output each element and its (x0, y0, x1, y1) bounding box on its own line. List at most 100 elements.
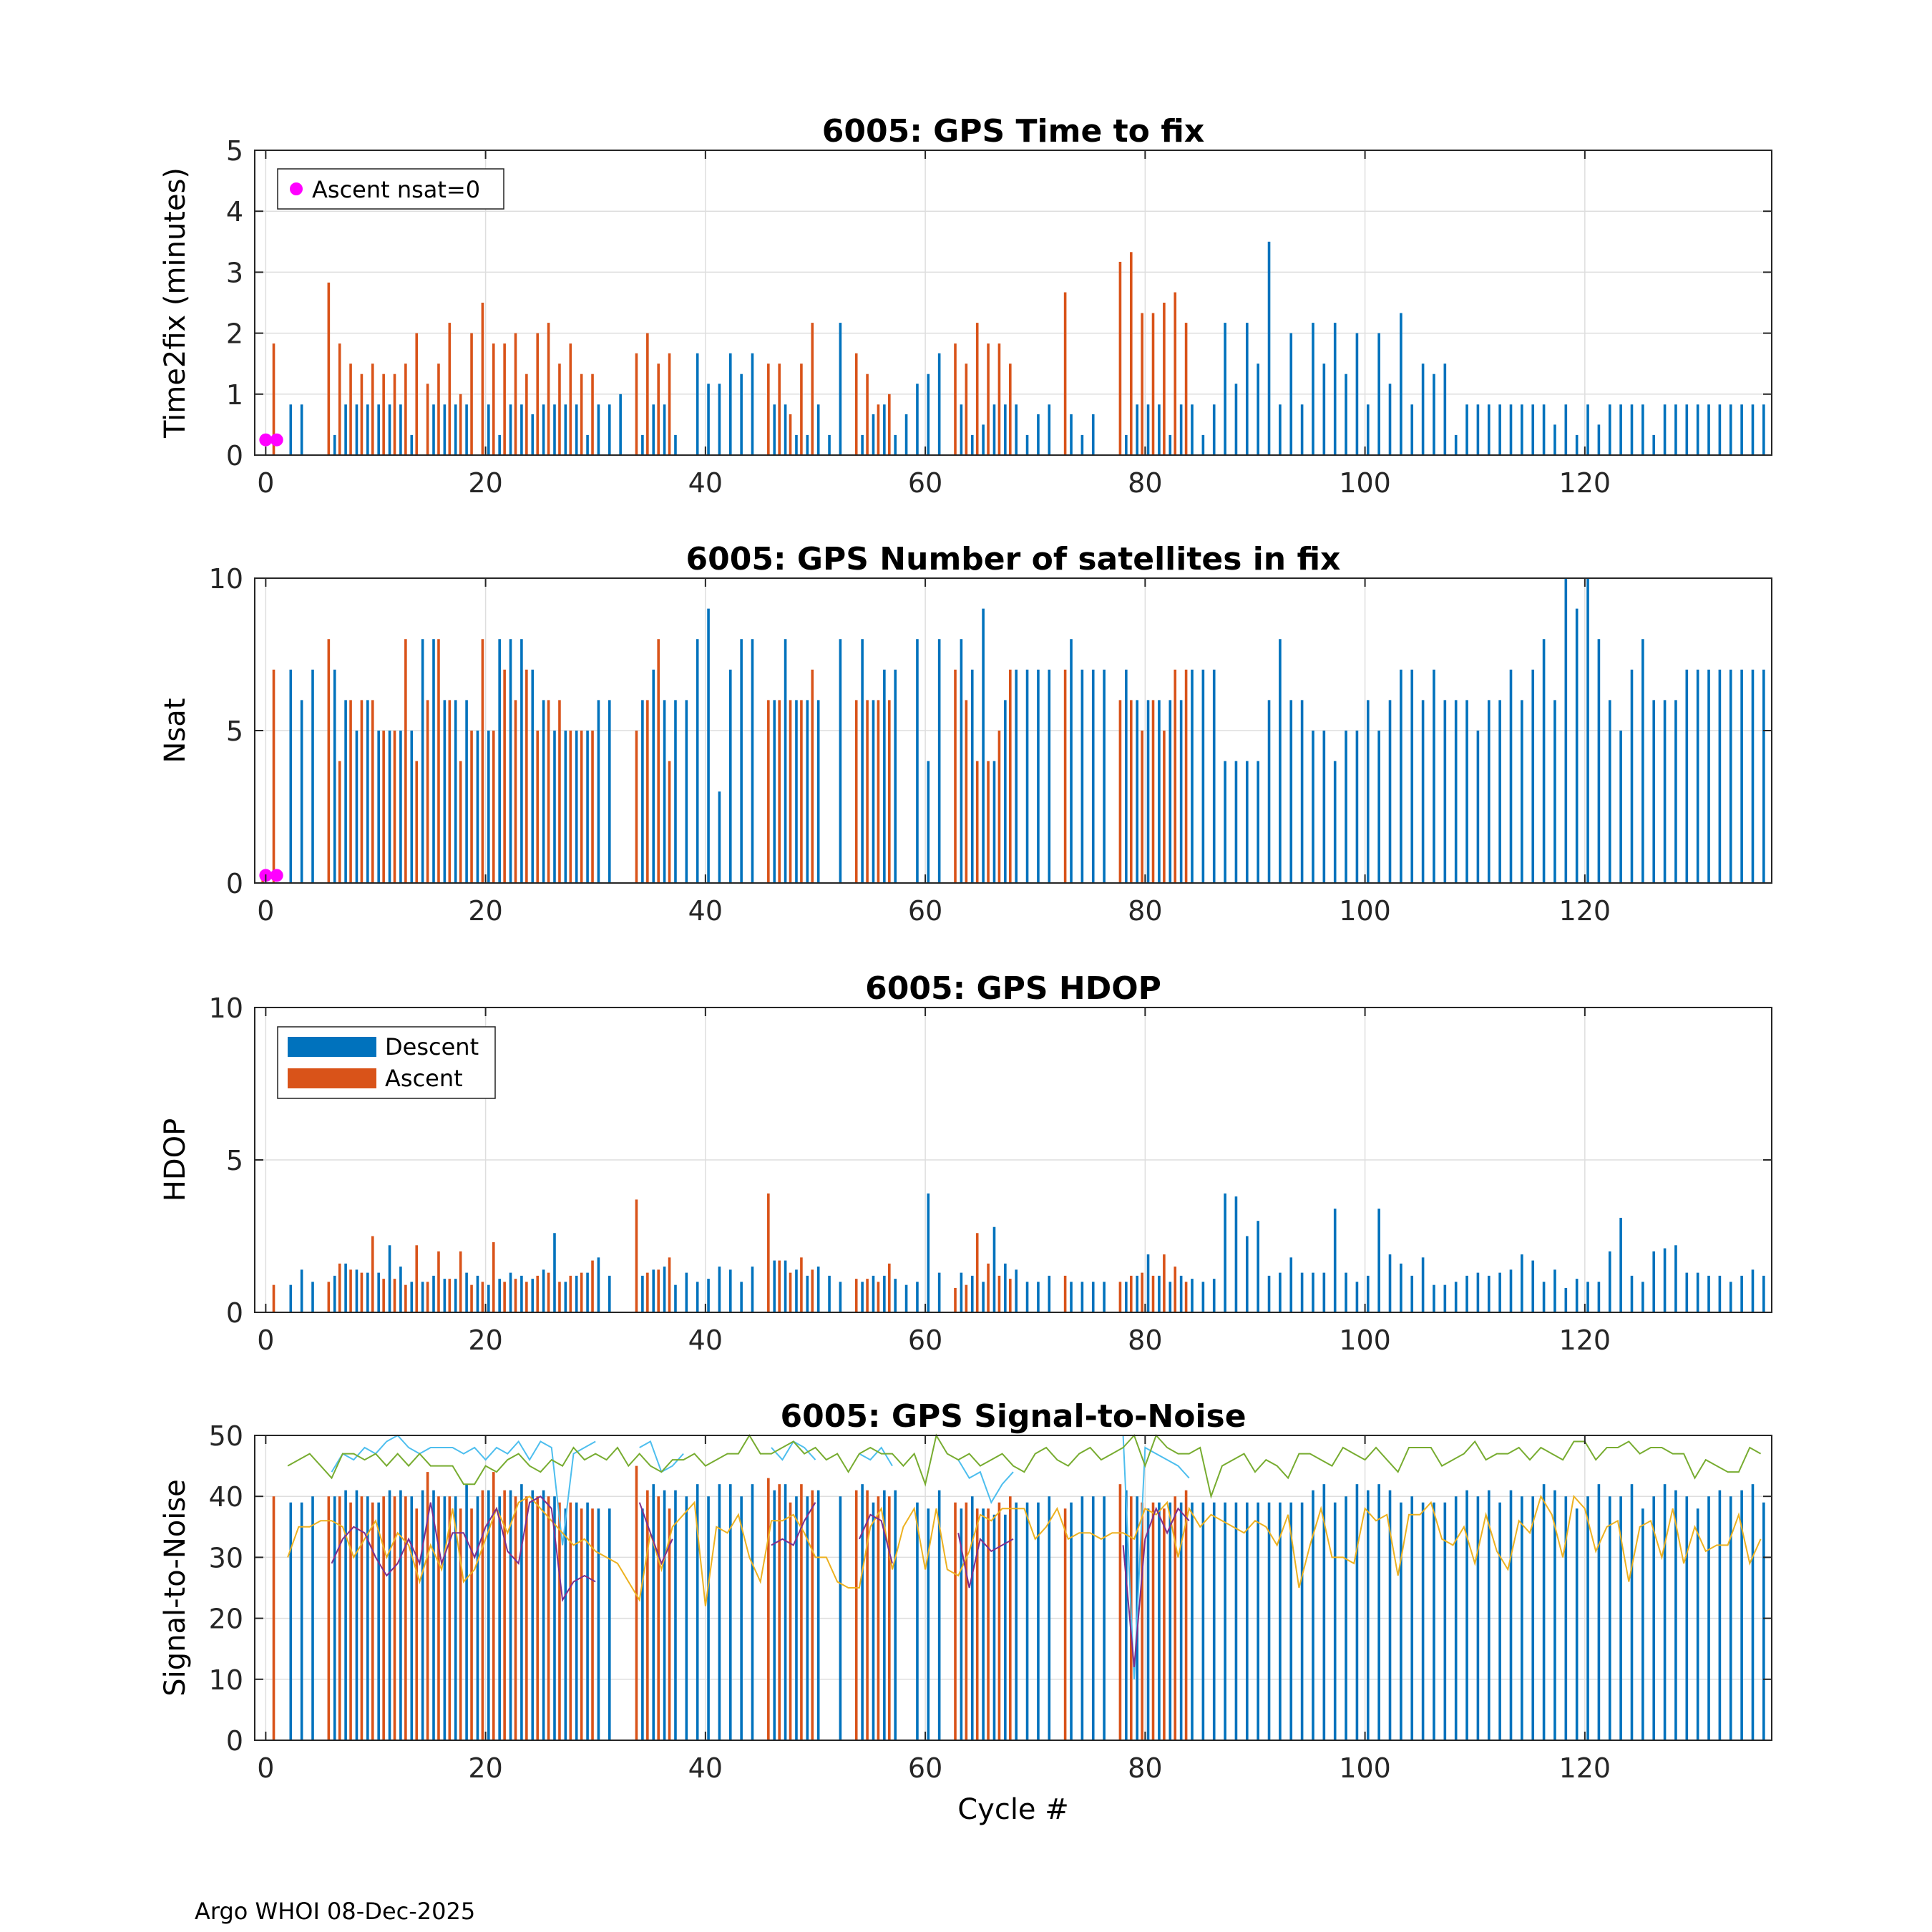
ascent-bar-cycle-24 (525, 1282, 528, 1312)
descent-bar-cycle-70 (1037, 1502, 1040, 1740)
descent-bar-cycle-69 (1025, 434, 1029, 455)
descent-bar-cycle-127 (1663, 700, 1667, 883)
descent-bar-cycle-40 (707, 1279, 710, 1312)
descent-bar-cycle-37 (674, 1284, 677, 1312)
legend-swatch-descent (288, 1037, 376, 1057)
descent-bar-cycle-108 (1454, 700, 1458, 883)
descent-bar-cycle-93 (1289, 1502, 1293, 1740)
descent-bar-cycle-93 (1289, 700, 1293, 883)
descent-bar-cycle-119 (1575, 1279, 1579, 1312)
descent-bar-cycle-52 (839, 639, 842, 883)
ascent-bar-cycle-6 (327, 1282, 331, 1312)
descent-bar-cycle-43 (740, 1282, 743, 1312)
descent-bar-cycle-74 (1080, 1496, 1084, 1740)
descent-bar-cycle-73 (1070, 414, 1073, 455)
descent-bar-cycle-61 (937, 1272, 941, 1312)
descent-bar-cycle-99 (1355, 333, 1359, 455)
descent-bar-cycle-90 (1257, 1502, 1259, 1740)
descent-bar-cycle-105 (1421, 1257, 1425, 1312)
ascent-bar-cycle-26 (547, 1496, 550, 1740)
ascent-bar-cycle-21 (492, 343, 495, 455)
ascent-bar-cycle-82 (1163, 303, 1166, 455)
descent-bar-cycle-111 (1487, 1275, 1491, 1312)
zero-sat-marker-cycle-1 (270, 869, 283, 882)
descent-bar-cycle-124 (1630, 1484, 1634, 1740)
descent-bar-cycle-91 (1267, 700, 1271, 883)
ascent-bar-cycle-28 (569, 731, 572, 883)
descent-bar-cycle-113 (1509, 404, 1513, 455)
descent-bar-cycle-22 (509, 639, 512, 883)
x-tick-label: 20 (468, 895, 502, 927)
descent-bar-cycle-122 (1608, 1496, 1611, 1740)
descent-bar-cycle-3 (300, 700, 303, 883)
descent-bar-cycle-80 (1146, 700, 1150, 883)
descent-bar-cycle-8 (355, 1269, 358, 1312)
ascent-bar-cycle-56 (877, 1282, 880, 1312)
descent-bar-cycle-35 (652, 404, 655, 455)
descent-bar-cycle-29 (586, 731, 589, 883)
descent-bar-cycle-78 (1125, 1282, 1128, 1312)
descent-bar-cycle-31 (608, 404, 611, 455)
descent-bar-cycle-41 (718, 1267, 721, 1312)
descent-bar-cycle-81 (1158, 1502, 1161, 1740)
descent-bar-cycle-13 (410, 1496, 414, 1740)
ascent-bar-cycle-50 (811, 669, 814, 883)
descent-bar-cycle-68 (1015, 1269, 1018, 1312)
ascent-bar-cycle-20 (481, 1282, 484, 1312)
ascent-bar-cycle-23 (514, 1496, 517, 1740)
descent-bar-cycle-17 (454, 1279, 457, 1312)
ascent-bar-cycle-64 (965, 1502, 968, 1740)
descent-bar-cycle-15 (432, 1275, 435, 1312)
descent-bar-cycle-21 (498, 1496, 501, 1740)
descent-bar-cycle-20 (487, 1284, 490, 1312)
ascent-bar-cycle-15 (426, 1282, 429, 1312)
descent-bar-cycle-74 (1080, 434, 1084, 455)
ascent-bar-cycle-16 (437, 1251, 440, 1312)
descent-bar-cycle-12 (399, 1490, 402, 1740)
descent-bar-cycle-2 (289, 669, 293, 883)
ascent-bar-cycle-49 (800, 700, 803, 883)
ascent-bar-cycle-17 (448, 323, 452, 455)
descent-bar-cycle-7 (344, 1263, 347, 1312)
descent-bar-cycle-136 (1762, 669, 1765, 883)
descent-bar-cycle-88 (1234, 384, 1238, 455)
descent-bar-cycle-52 (839, 323, 842, 455)
descent-bar-cycle-51 (828, 1275, 831, 1312)
descent-bar-cycle-46 (773, 700, 776, 883)
descent-bar-cycle-21 (498, 434, 501, 455)
y-tick-label: 5 (226, 1145, 243, 1176)
ascent-bar-cycle-26 (547, 323, 550, 455)
descent-bar-cycle-82 (1169, 700, 1172, 883)
descent-bar-cycle-23 (520, 1484, 523, 1740)
descent-bar-cycle-112 (1498, 1272, 1501, 1312)
ascent-bar-cycle-54 (854, 700, 858, 883)
descent-bar-cycle-114 (1521, 700, 1523, 883)
ascent-bars (261, 639, 1188, 883)
ascent-bar-cycle-46 (767, 1193, 770, 1312)
descent-bar-cycle-30 (597, 700, 600, 883)
y-tick-label: 1 (226, 379, 243, 411)
descent-bar-cycle-105 (1421, 1502, 1425, 1740)
ascent-bar-cycle-37 (668, 1257, 671, 1312)
ascent-bar-cycle-11 (382, 1496, 385, 1740)
ascent-bar-cycle-65 (975, 1233, 979, 1312)
ascent-bar-cycle-66 (987, 1263, 990, 1312)
descent-bar-cycle-49 (806, 700, 809, 883)
ascent-bar-cycle-67 (997, 1275, 1001, 1312)
ascent-bar-cycle-14 (415, 761, 419, 883)
descent-bar-cycle-86 (1212, 669, 1216, 883)
ascent-bar-cycle-63 (954, 1287, 957, 1312)
ascent-bar-cycle-49 (800, 1484, 803, 1740)
descent-bar-cycle-2 (289, 1502, 293, 1740)
descent-bar-cycle-43 (740, 374, 743, 455)
descent-bar-cycle-24 (531, 669, 535, 883)
descent-bar-cycle-21 (498, 1279, 501, 1312)
descent-bar-cycle-73 (1070, 1502, 1073, 1740)
descent-bar-cycle-29 (586, 1272, 589, 1312)
y-tick-label: 40 (209, 1481, 243, 1513)
ascent-bar-cycle-35 (646, 333, 649, 455)
descent-bar-cycle-50 (816, 404, 820, 455)
descent-bar-cycle-19 (476, 1496, 479, 1740)
descent-bar-cycle-22 (509, 1490, 512, 1740)
